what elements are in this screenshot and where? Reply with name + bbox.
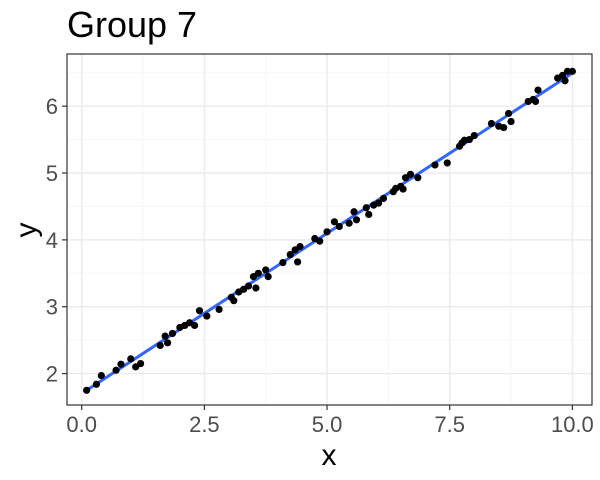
data-point bbox=[558, 71, 567, 79]
data-point bbox=[531, 97, 540, 106]
data-point bbox=[136, 359, 145, 368]
data-point bbox=[345, 219, 353, 227]
data-point bbox=[294, 258, 302, 266]
x-tick-label: 0.0 bbox=[66, 412, 97, 437]
data-point bbox=[500, 123, 508, 132]
data-point bbox=[414, 174, 422, 182]
data-point bbox=[286, 250, 294, 259]
data-point bbox=[465, 135, 473, 144]
data-point bbox=[443, 159, 451, 167]
y-axis-ticks: 2 3 4 5 6 bbox=[46, 94, 67, 387]
data-point bbox=[487, 119, 496, 128]
data-point bbox=[406, 170, 415, 178]
data-point bbox=[374, 199, 383, 207]
data-point bbox=[195, 307, 204, 315]
y-axis-title: y bbox=[10, 223, 43, 238]
y-tick-label: 2 bbox=[46, 362, 58, 387]
data-point bbox=[330, 218, 339, 226]
plot-panel-border bbox=[66, 53, 593, 406]
data-point bbox=[431, 161, 439, 169]
data-point bbox=[156, 341, 164, 350]
y-tick-label: 4 bbox=[46, 228, 58, 253]
data-point bbox=[352, 216, 361, 224]
y-tick-label: 3 bbox=[46, 295, 58, 320]
data-point bbox=[365, 210, 373, 219]
data-point bbox=[215, 305, 223, 313]
data-point bbox=[323, 228, 331, 236]
x-tick-label: 7.5 bbox=[434, 412, 465, 437]
data-point bbox=[190, 321, 199, 330]
data-point bbox=[399, 185, 407, 193]
data-point bbox=[83, 386, 91, 394]
data-points bbox=[83, 67, 576, 394]
y-tick-label: 5 bbox=[46, 161, 58, 186]
data-point bbox=[296, 242, 304, 251]
data-point bbox=[561, 77, 569, 85]
chart-title: Group 7 bbox=[67, 4, 197, 45]
data-point bbox=[504, 109, 513, 118]
data-point bbox=[244, 282, 253, 290]
x-axis-title: x bbox=[322, 439, 337, 472]
data-point bbox=[534, 86, 542, 94]
data-point bbox=[168, 329, 177, 338]
data-point bbox=[92, 380, 101, 388]
data-point bbox=[252, 284, 260, 292]
data-point bbox=[262, 266, 270, 274]
data-point bbox=[264, 273, 272, 281]
data-point bbox=[379, 194, 388, 203]
data-point bbox=[161, 332, 169, 340]
data-point bbox=[254, 269, 262, 277]
data-point bbox=[568, 67, 576, 75]
data-point bbox=[335, 222, 343, 231]
data-point bbox=[117, 360, 125, 368]
y-tick-label: 6 bbox=[46, 94, 58, 119]
data-point bbox=[507, 117, 515, 126]
x-tick-label: 10.0 bbox=[551, 412, 594, 437]
x-tick-label: 5.0 bbox=[312, 412, 343, 437]
data-point bbox=[97, 371, 105, 380]
data-point bbox=[470, 131, 478, 140]
x-tick-label: 2.5 bbox=[189, 412, 220, 437]
data-point bbox=[163, 339, 172, 347]
data-point bbox=[230, 297, 238, 305]
data-point bbox=[350, 208, 358, 216]
data-point bbox=[203, 312, 211, 320]
minor-gridlines bbox=[67, 54, 592, 405]
data-point bbox=[127, 355, 135, 363]
data-point bbox=[316, 237, 324, 245]
x-axis-ticks: 0.0 2.5 5.0 7.5 10.0 bbox=[66, 405, 594, 437]
data-point bbox=[279, 258, 287, 267]
data-point bbox=[362, 204, 370, 212]
data-point bbox=[112, 366, 120, 374]
